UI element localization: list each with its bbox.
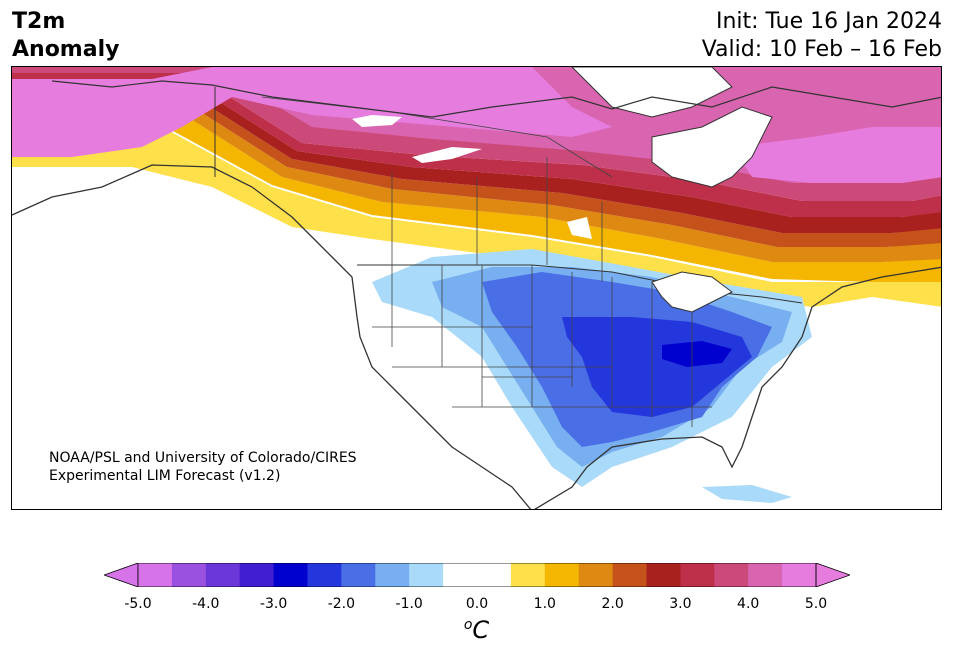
- coastline-north: [51, 80, 941, 118]
- warm-band-crimson: [12, 73, 941, 217]
- colorbar-ticks: -5.0 -4.0 -3.0 -2.0 -1.0 0.0 1.0 2.0 3.0 4.0 5.0: [0, 596, 953, 616]
- colorbar-segment: [646, 563, 681, 587]
- colorbar-tick-label: 1.0: [533, 596, 556, 612]
- lake-white-2: [412, 147, 482, 163]
- colorbar-segment: [443, 563, 478, 587]
- title-line-2: Anomaly: [12, 37, 120, 62]
- forecast-dates: Init: Tue 16 Jan 2024 Valid: 10 Feb – 16…: [702, 8, 942, 64]
- colorbar-segment: [510, 563, 546, 587]
- lake-white-3: [567, 217, 592, 239]
- colorbar-extend-low: [102, 562, 139, 588]
- warm-band-yellow: [12, 127, 941, 307]
- colorbar-segment: [375, 563, 410, 587]
- colorbar-tick-label: -5.0: [124, 596, 152, 612]
- colorbar-segment: [341, 563, 376, 587]
- colorbar-segment: [273, 563, 308, 587]
- cold-band-caribbean: [702, 485, 792, 503]
- colorbar-segment: [578, 563, 614, 587]
- coastline-west: [12, 164, 532, 509]
- colorbar-segment: [680, 563, 715, 587]
- colorbar-tick-label: -4.0: [192, 596, 220, 612]
- warm-band-magenta: [12, 67, 612, 157]
- colorbar-svg: [102, 562, 852, 588]
- hudson-bay: [651, 106, 773, 188]
- warm-band-magenta-east: [732, 127, 941, 183]
- colorbar-segment: [171, 563, 207, 587]
- cold-band-core: [662, 341, 732, 367]
- anomaly-map: NOAA/PSL and University of Colorado/CIRE…: [11, 66, 942, 510]
- colorbar-tick-label: 0.0: [465, 596, 489, 612]
- map-canvas: [12, 67, 941, 509]
- init-date: Init: Tue 16 Jan 2024: [715, 9, 942, 34]
- credit-text: NOAA/PSL and University of Colorado/CIRE…: [49, 449, 357, 485]
- colorbar-segment: [748, 563, 783, 587]
- colorbar-tick-label: -3.0: [259, 596, 288, 612]
- unit-label: C: [472, 616, 490, 644]
- credit-line-2: Experimental LIM Forecast (v1.2): [49, 468, 281, 484]
- colorbar-tick-label: 2.0: [601, 596, 624, 612]
- colorbar-tick-label: 4.0: [737, 596, 760, 612]
- colorbar-segment: [307, 563, 342, 587]
- province-lines: [261, 96, 613, 282]
- colorbar-segment: [714, 563, 749, 587]
- colorbar-segment: [138, 563, 173, 587]
- colorbar-segment: [544, 563, 580, 587]
- coastline-gulf: [534, 266, 941, 509]
- credit-line-1: NOAA/PSL and University of Colorado/CIRE…: [49, 450, 357, 466]
- unit-degree: o: [463, 617, 473, 633]
- colorbar-tick-label: -2.0: [327, 596, 356, 612]
- state-lines: [372, 265, 712, 427]
- warm-band-red: [12, 81, 941, 233]
- us-canada-border: [357, 264, 803, 304]
- colorbar-extend-high: [815, 562, 852, 588]
- colorbar-segment: [239, 563, 275, 587]
- arctic-water: [571, 67, 733, 118]
- colorbar-segment: [477, 563, 512, 587]
- colorbar-tick-label: 5.0: [804, 596, 828, 612]
- colorbar-segment: [409, 563, 444, 587]
- colorbar-tick-label: 3.0: [669, 596, 692, 612]
- colorbar-unit: oC: [0, 616, 953, 644]
- colorbar-segment: [612, 563, 647, 587]
- valid-range: Valid: 10 Feb – 16 Feb: [701, 37, 942, 62]
- title-line-1: T2m: [12, 9, 66, 34]
- colorbar-segment: [782, 563, 817, 587]
- colorbar-segment: [205, 563, 241, 587]
- map-title: T2m Anomaly: [12, 8, 119, 64]
- great-lakes: [651, 271, 733, 313]
- colorbar: [102, 562, 852, 588]
- colorbar-tick-label: -1.0: [395, 596, 423, 612]
- lake-white-1: [352, 115, 402, 127]
